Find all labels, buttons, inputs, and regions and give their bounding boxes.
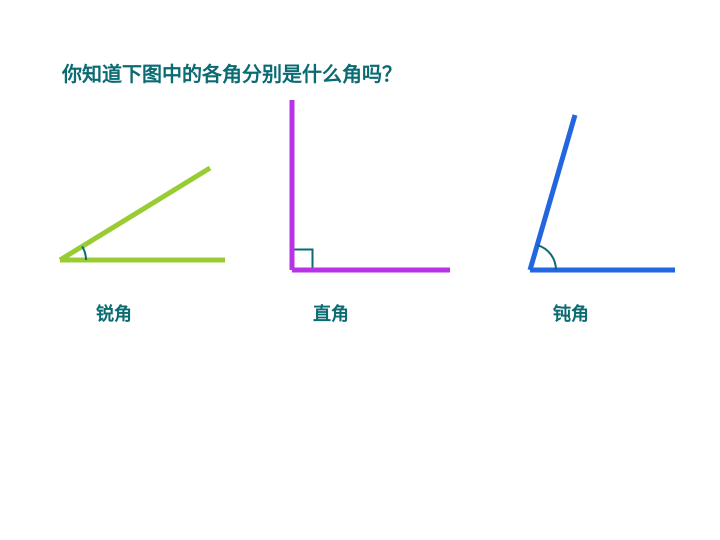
right-angle-diagram	[280, 95, 460, 280]
obtuse-angle-diagram	[470, 105, 680, 280]
acute-angle-label: 锐角	[96, 300, 132, 326]
right-angle-label: 直角	[313, 300, 349, 326]
question-title: 你知道下图中的各角分别是什么角吗？	[62, 58, 402, 87]
acute-angle-diagram	[40, 120, 240, 280]
obtuse-angle-label: 钝角	[553, 300, 589, 326]
